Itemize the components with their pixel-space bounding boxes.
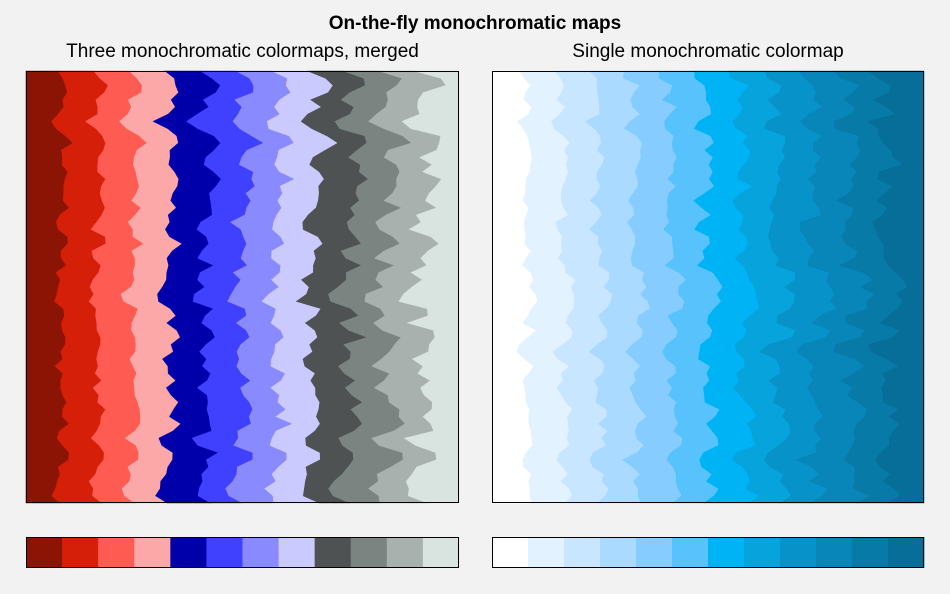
colorbar-frame	[492, 537, 924, 568]
merged-colormap-contour-plot	[25, 70, 460, 504]
colorbar-swatch-11	[386, 537, 424, 568]
single-colormap-contour-plot	[491, 70, 925, 504]
colorbar-swatch-5	[636, 537, 673, 568]
colorbar-swatch-12	[422, 537, 460, 568]
plot-frame	[492, 71, 924, 503]
colorbar-swatch-3	[98, 537, 135, 568]
colorbar-swatch-9	[314, 537, 352, 568]
colorbar-swatch-6	[672, 537, 709, 568]
left-plot-title: Three monochromatic colormaps, merged	[66, 41, 419, 62]
single-colorbar	[492, 537, 925, 568]
colorbar-swatch-4	[134, 537, 171, 568]
colorbar-swatch-6	[206, 537, 243, 568]
colorbar-swatch-10	[816, 537, 853, 568]
contour-band-12	[866, 70, 925, 504]
plot-frame	[26, 71, 459, 503]
colorbar-swatch-3	[564, 537, 601, 568]
right-plot-title: Single monochromatic colormap	[572, 41, 844, 62]
colorbar-swatch-12	[888, 537, 925, 568]
colorbar-swatch-2	[62, 537, 99, 568]
colorbar-swatch-2	[528, 537, 565, 568]
colorbar-swatch-7	[242, 537, 279, 568]
colorbar-swatch-1	[492, 537, 529, 568]
colorbar-swatch-11	[852, 537, 889, 568]
colorbar-swatch-9	[780, 537, 817, 568]
colorbar-swatch-1	[26, 537, 63, 568]
colorbar-swatch-5	[170, 537, 207, 568]
figure-suptitle: On-the-fly monochromatic maps	[328, 13, 622, 34]
colorbar-swatch-4	[600, 537, 637, 568]
colorbar-swatch-10	[350, 537, 388, 568]
colorbar-swatch-7	[708, 537, 745, 568]
contour-band-12	[398, 70, 460, 504]
merged-colorbar	[26, 537, 460, 568]
colorbar-frame	[26, 537, 459, 568]
colorbar-swatch-8	[278, 537, 316, 568]
colorbar-swatch-8	[744, 537, 781, 568]
